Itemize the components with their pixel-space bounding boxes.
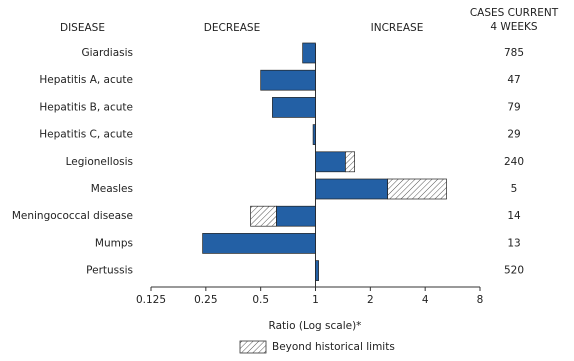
x-tick-label: 0.125 bbox=[136, 294, 166, 306]
bar-beyond-limits bbox=[387, 178, 447, 200]
bar bbox=[315, 151, 346, 173]
x-tick-label: 0.25 bbox=[194, 294, 217, 306]
disease-label: Meningococcal disease bbox=[12, 210, 133, 222]
cases-value: 520 bbox=[504, 265, 524, 277]
disease-label: Hepatitis B, acute bbox=[39, 101, 133, 113]
bar bbox=[260, 69, 316, 91]
x-tick-label: 8 bbox=[477, 294, 484, 306]
cases-value: 785 bbox=[504, 47, 524, 59]
legend-swatch bbox=[239, 340, 267, 354]
cases-value: 14 bbox=[507, 210, 521, 222]
x-axis-label: Ratio (Log scale)* bbox=[269, 320, 362, 332]
cases-value: 240 bbox=[504, 156, 524, 168]
cases-value: 47 bbox=[507, 74, 520, 86]
bar bbox=[302, 42, 316, 64]
disease-label: Pertussis bbox=[86, 265, 133, 277]
header-increase: INCREASE bbox=[371, 22, 424, 34]
disease-label: Legionellosis bbox=[66, 156, 133, 168]
disease-label: Measles bbox=[91, 183, 133, 195]
bar bbox=[276, 205, 316, 227]
x-tick-label: 2 bbox=[367, 294, 374, 306]
x-tick-label: 4 bbox=[422, 294, 429, 306]
bar-beyond-limits bbox=[345, 151, 355, 173]
bar-beyond-limits bbox=[250, 205, 277, 227]
bar bbox=[272, 97, 316, 118]
disease-label: Mumps bbox=[95, 237, 133, 249]
header-disease: DISEASE bbox=[60, 22, 105, 34]
disease-label: Giardiasis bbox=[82, 47, 134, 59]
x-tick-label: 0.5 bbox=[252, 294, 269, 306]
disease-label: Hepatitis A, acute bbox=[39, 74, 133, 86]
disease-label: Hepatitis C, acute bbox=[39, 129, 133, 141]
cases-value: 13 bbox=[507, 237, 520, 249]
legend-label: Beyond historical limits bbox=[272, 341, 395, 353]
bar bbox=[315, 178, 389, 200]
bar bbox=[202, 233, 316, 254]
bar bbox=[315, 260, 319, 281]
cases-value: 79 bbox=[507, 101, 520, 113]
header-cases: 4 WEEKS bbox=[490, 21, 538, 33]
x-tick-label: 1 bbox=[312, 294, 319, 306]
bar bbox=[312, 124, 316, 145]
header-decrease: DECREASE bbox=[204, 22, 260, 34]
cases-value: 5 bbox=[511, 183, 518, 195]
cases-value: 29 bbox=[507, 129, 520, 141]
header-cases: CASES CURRENT bbox=[470, 7, 559, 19]
